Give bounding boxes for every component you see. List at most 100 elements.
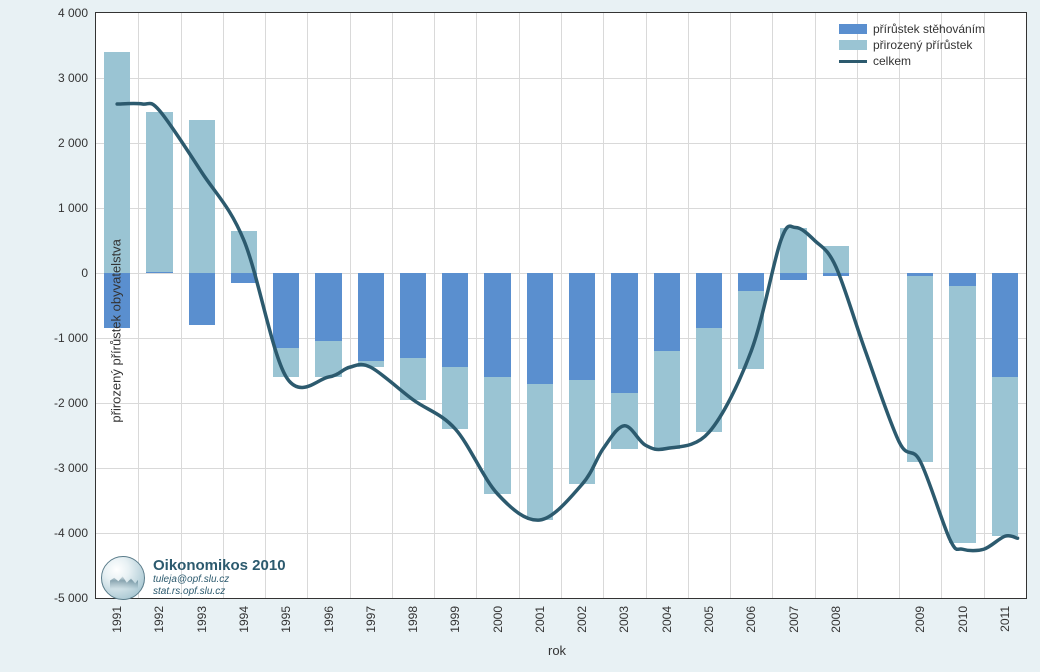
x-gridline — [603, 13, 604, 598]
x-tick-label: 2009 — [913, 606, 927, 633]
bar-natural — [527, 384, 553, 521]
x-gridline — [772, 13, 773, 598]
bar-natural — [949, 286, 975, 543]
legend-item-natural: přirozený přírůstek — [839, 37, 985, 53]
watermark-email: tuleja@opf.slu.cz — [153, 574, 286, 586]
x-tick-label: 2008 — [829, 606, 843, 633]
x-gridline — [561, 13, 562, 598]
x-tick-label: 1994 — [237, 606, 251, 633]
bar-natural — [315, 341, 341, 377]
x-tick-label: 1993 — [195, 606, 209, 633]
x-gridline — [688, 13, 689, 598]
x-tick-label: 1999 — [448, 606, 462, 633]
y-tick-label: 0 — [81, 266, 88, 280]
bar-migration — [992, 273, 1018, 377]
x-gridline — [730, 13, 731, 598]
legend-label: celkem — [873, 54, 911, 68]
bar-migration — [358, 273, 384, 361]
bar-natural — [273, 348, 299, 377]
y-tick-label: 1 000 — [58, 201, 88, 215]
bar-migration — [273, 273, 299, 348]
x-gridline — [181, 13, 182, 598]
bar-migration — [780, 273, 806, 280]
x-gridline — [519, 13, 520, 598]
y-axis-title: přirozený přírůstek obyvatelstva — [108, 239, 123, 423]
bar-migration — [146, 272, 172, 273]
line-series-total — [117, 103, 1017, 550]
bar-natural — [231, 231, 257, 273]
x-tick-label: 1995 — [279, 606, 293, 633]
x-tick-label: 1996 — [322, 606, 336, 633]
bar-natural — [189, 120, 215, 273]
legend-item-migration: přírůstek stěhováním — [839, 21, 985, 37]
bar-natural — [611, 393, 637, 448]
x-tick-label: 2011 — [998, 606, 1012, 632]
x-tick-label: 1991 — [110, 606, 124, 633]
y-tick-label: -1 000 — [54, 331, 88, 345]
bar-migration — [611, 273, 637, 393]
watermark-title: Oikonomikos 2010 — [153, 558, 286, 575]
x-gridline — [138, 13, 139, 598]
bar-natural — [484, 377, 510, 494]
bar-migration — [400, 273, 426, 358]
y-tick-label: -5 000 — [54, 591, 88, 605]
bar-migration — [949, 273, 975, 286]
x-gridline — [899, 13, 900, 598]
bar-migration — [315, 273, 341, 341]
x-tick-label: 2000 — [491, 606, 505, 633]
x-tick-label: 2007 — [787, 606, 801, 633]
x-gridline — [265, 13, 266, 598]
bar-natural — [442, 367, 468, 429]
bar-migration — [654, 273, 680, 351]
x-gridline — [350, 13, 351, 598]
bar-migration — [442, 273, 468, 367]
x-gridline — [941, 13, 942, 598]
x-tick-label: 2001 — [533, 606, 547, 633]
bar-natural — [569, 380, 595, 484]
x-tick-label: 2004 — [660, 606, 674, 633]
legend-item-total: celkem — [839, 53, 985, 69]
x-gridline — [223, 13, 224, 598]
bar-natural — [696, 328, 722, 432]
x-gridline — [392, 13, 393, 598]
x-gridline — [434, 13, 435, 598]
x-axis-title: rok — [548, 643, 566, 658]
bar-migration — [696, 273, 722, 328]
watermark-url: stat.rs.opf.slu.cz — [153, 586, 286, 598]
y-tick-label: 3 000 — [58, 71, 88, 85]
bar-migration — [527, 273, 553, 384]
chart-plot-area: -5 000-4 000-3 000-2 000-1 00001 0002 00… — [95, 12, 1027, 599]
y-tick-label: 2 000 — [58, 136, 88, 150]
x-tick-label: 1998 — [406, 606, 420, 633]
bar-natural — [358, 361, 384, 368]
bar-migration — [231, 273, 257, 283]
y-tick-label: -4 000 — [54, 526, 88, 540]
x-tick-label: 1997 — [364, 606, 378, 633]
watermark-globe-icon — [101, 556, 145, 600]
bar-natural — [992, 377, 1018, 536]
bar-migration — [189, 273, 215, 325]
bar-natural — [400, 358, 426, 400]
x-tick-label: 2005 — [702, 606, 716, 633]
x-gridline — [984, 13, 985, 598]
legend-swatch-icon — [839, 40, 867, 50]
bar-migration — [569, 273, 595, 380]
legend-label: přirozený přírůstek — [873, 38, 972, 52]
x-tick-label: 1992 — [152, 606, 166, 633]
x-tick-label: 2002 — [575, 606, 589, 633]
bar-natural — [146, 112, 172, 271]
bar-migration — [484, 273, 510, 377]
x-gridline — [307, 13, 308, 598]
bar-natural — [907, 276, 933, 461]
x-tick-label: 2006 — [744, 606, 758, 633]
legend-line-icon — [839, 60, 867, 63]
y-tick-label: -3 000 — [54, 461, 88, 475]
watermark: Oikonomikos 2010 tuleja@opf.slu.cz stat.… — [101, 556, 286, 600]
x-tick-label: 2003 — [617, 606, 631, 633]
bar-natural — [654, 351, 680, 449]
y-tick-label: 4 000 — [58, 6, 88, 20]
x-gridline — [476, 13, 477, 598]
y-tick-label: -2 000 — [54, 396, 88, 410]
x-gridline — [857, 13, 858, 598]
legend: přírůstek stěhovánímpřirozený přírůstek c… — [839, 21, 985, 69]
